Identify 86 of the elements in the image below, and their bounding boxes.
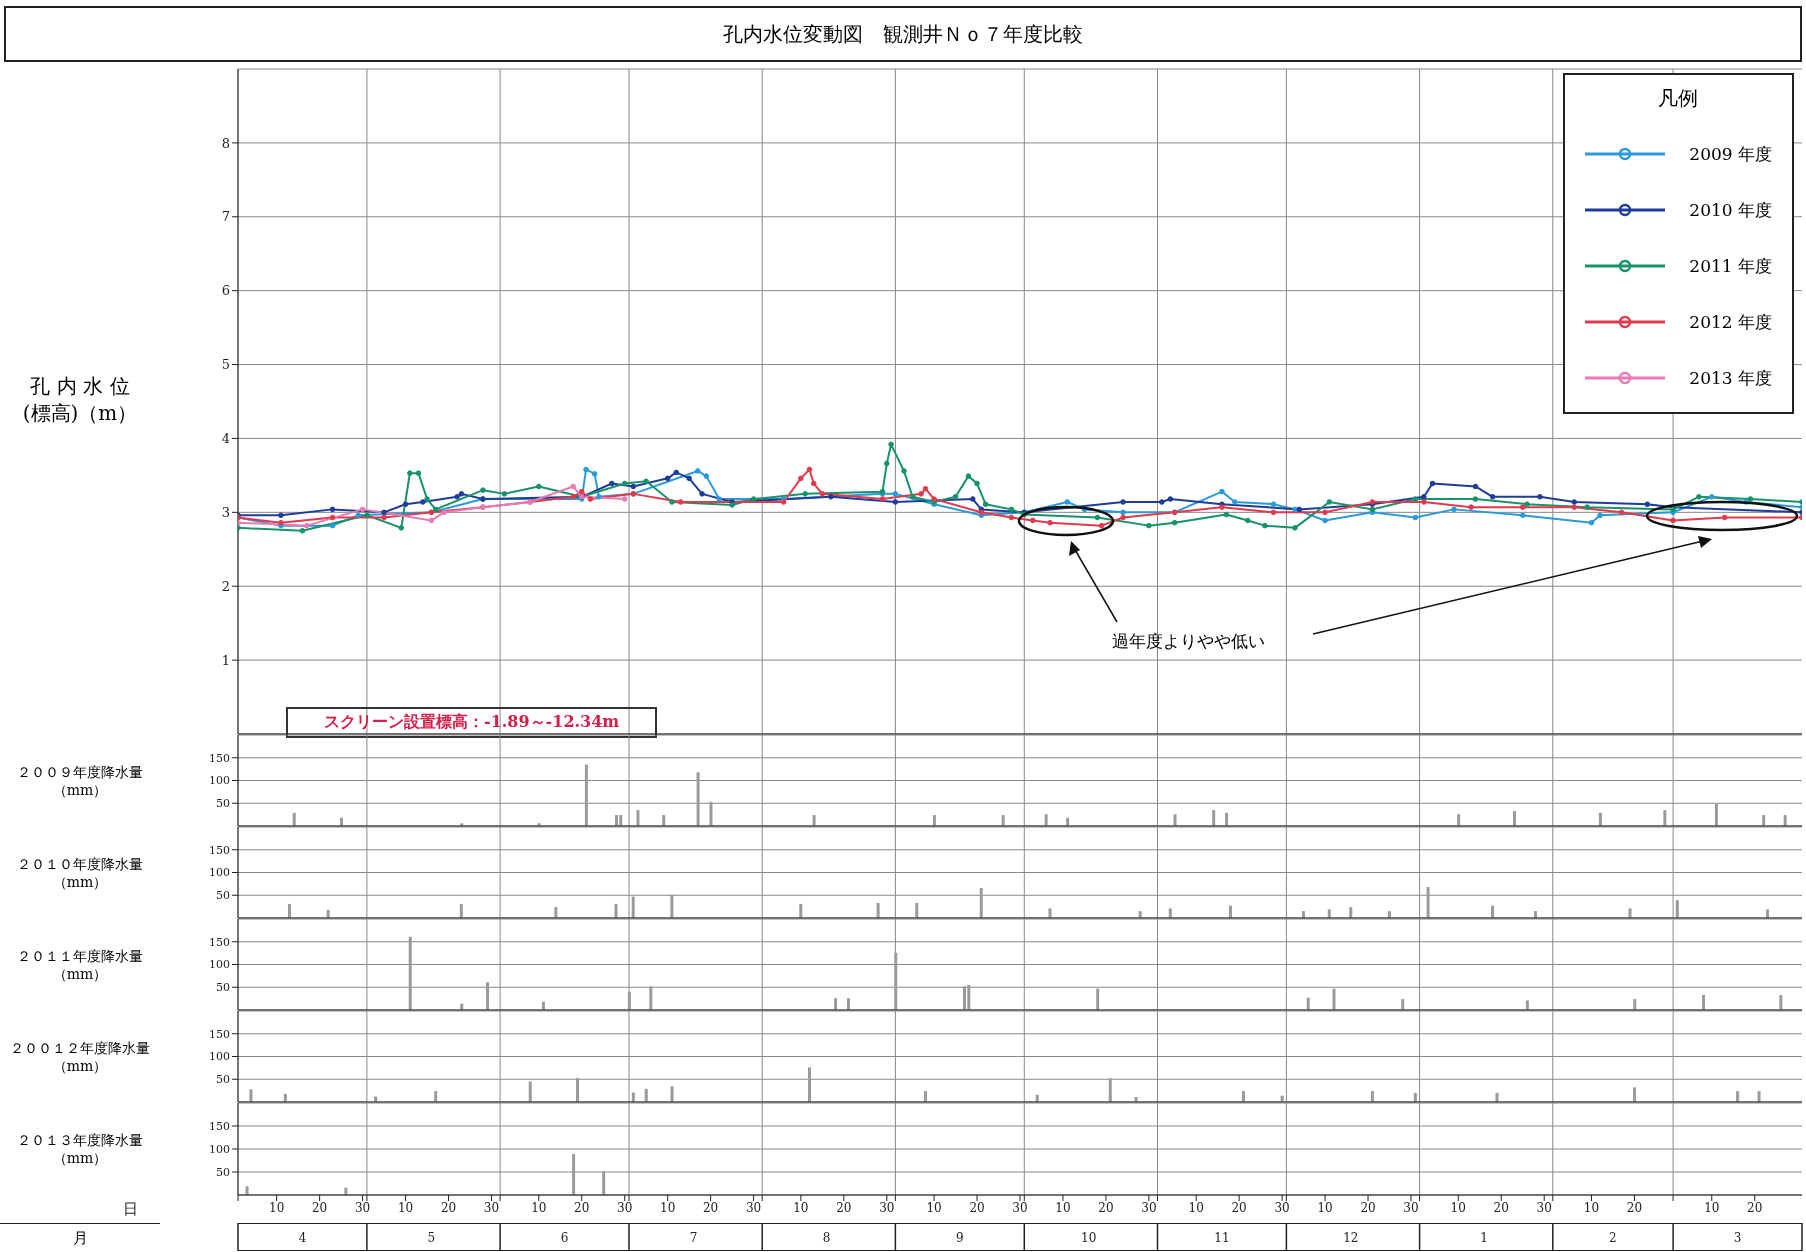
legend-label: 2012 年度 bbox=[1689, 310, 1772, 334]
y-tick-label: 100 bbox=[209, 1050, 230, 1064]
annotation: スクリーン設置標高：-1.89～-12.34m bbox=[286, 707, 658, 738]
x-tick-label: 30 bbox=[617, 1200, 633, 1215]
y-axis-title: ２００９年度降水量（mm） bbox=[16, 763, 144, 799]
x2-tick-label: 6 bbox=[560, 1231, 569, 1245]
x-tick-label: 10 bbox=[926, 1200, 942, 1215]
chart-title: 孔内水位変動図 観測井Ｎｏ７年度比較 bbox=[4, 6, 1802, 62]
x-tick-label: 10 bbox=[269, 1200, 285, 1215]
y-tick-label: 100 bbox=[209, 774, 230, 788]
y-tick-label: 1 bbox=[221, 652, 230, 668]
y-tick-label: 5 bbox=[221, 357, 230, 373]
x2-tick-label: 5 bbox=[427, 1231, 436, 1245]
x-tick-label: 30 bbox=[1141, 1200, 1157, 1215]
y-tick-label: 50 bbox=[216, 981, 230, 995]
y-tick-label: 150 bbox=[209, 843, 230, 857]
x2-axis-title: 月 bbox=[0, 1223, 160, 1252]
x-tick-label: 20 bbox=[969, 1200, 985, 1215]
y-tick-label: 2 bbox=[221, 578, 230, 594]
x-tick-label: 30 bbox=[879, 1200, 895, 1215]
y-tick-label: 8 bbox=[221, 135, 230, 151]
y-tick-label: 100 bbox=[209, 866, 230, 880]
legend-label: 2009 年度 bbox=[1689, 142, 1772, 166]
x-tick-label: 20 bbox=[1747, 1200, 1763, 1215]
x-tick-label: 10 bbox=[1450, 1200, 1466, 1215]
x-tick-label: 10 bbox=[397, 1200, 414, 1215]
legend-title: 凡例 bbox=[1656, 85, 1699, 112]
x-tick-label: 20 bbox=[1626, 1200, 1643, 1215]
x-tick-label: 10 bbox=[531, 1200, 547, 1215]
x-tick-label: 30 bbox=[1403, 1200, 1419, 1215]
y-tick-label: 50 bbox=[216, 889, 230, 903]
x-tick-label: 20 bbox=[1098, 1200, 1114, 1215]
x2-tick-label: 9 bbox=[956, 1231, 964, 1245]
x-tick-label: 20 bbox=[1360, 1200, 1376, 1215]
x-tick-label: 30 bbox=[1012, 1200, 1028, 1215]
x-tick-label: 10 bbox=[793, 1200, 809, 1215]
legend-label: 2011 年度 bbox=[1689, 254, 1772, 278]
x-tick-label: 10 bbox=[1188, 1200, 1204, 1215]
y-tick-label: 50 bbox=[216, 1165, 230, 1179]
x-tick-label: 20 bbox=[703, 1200, 719, 1215]
y-tick-label: 3 bbox=[221, 504, 230, 520]
x-tick-label: 20 bbox=[836, 1200, 852, 1215]
y-axis-title: ２０１０年度降水量（mm） bbox=[16, 855, 144, 891]
x-tick-label: 10 bbox=[1583, 1200, 1600, 1215]
x2-tick-label: 11 bbox=[1214, 1231, 1230, 1245]
x2-tick-label: 7 bbox=[689, 1231, 698, 1245]
x-tick-label: 10 bbox=[660, 1200, 676, 1215]
x-tick-label: 30 bbox=[354, 1200, 371, 1215]
y-axis-title: ２００１２年度降水量（mm） bbox=[9, 1039, 151, 1075]
x-tick-label: 20 bbox=[312, 1200, 328, 1215]
y-tick-label: 7 bbox=[221, 209, 230, 225]
x-axis-title: 日 bbox=[123, 1200, 138, 1219]
x-tick-label: 30 bbox=[1536, 1200, 1552, 1215]
x-tick-label: 10 bbox=[1055, 1200, 1071, 1215]
y-tick-label: 100 bbox=[209, 1142, 230, 1156]
y-tick-label: 100 bbox=[209, 958, 230, 972]
x-tick-label: 30 bbox=[483, 1200, 500, 1215]
x2-tick-label: 10 bbox=[1081, 1231, 1097, 1245]
y-tick-label: 150 bbox=[209, 1119, 230, 1133]
x2-tick-label: 8 bbox=[822, 1231, 831, 1245]
annotation: 過年度よりやや低い bbox=[1112, 630, 1265, 653]
x-tick-label: 30 bbox=[1274, 1200, 1290, 1215]
x2-tick-label: 2 bbox=[1609, 1231, 1617, 1245]
y-tick-label: 150 bbox=[209, 1027, 230, 1041]
y-tick-label: 150 bbox=[209, 935, 230, 949]
x2-tick-label: 1 bbox=[1480, 1231, 1488, 1245]
y-axis-title: ２０１３年度降水量（mm） bbox=[16, 1131, 144, 1167]
x-tick-label: 20 bbox=[574, 1200, 590, 1215]
x-tick-label: 20 bbox=[440, 1200, 457, 1215]
legend-label: 2013 年度 bbox=[1689, 366, 1772, 390]
y-tick-label: 6 bbox=[221, 283, 230, 299]
y-tick-label: 50 bbox=[216, 797, 230, 811]
y-axis-title: ２０１１年度降水量（mm） bbox=[16, 947, 144, 983]
x-tick-label: 10 bbox=[1704, 1200, 1720, 1215]
x2-tick-label: 4 bbox=[298, 1231, 307, 1245]
y-tick-label: 150 bbox=[209, 751, 230, 765]
x2-tick-label: 12 bbox=[1343, 1231, 1359, 1245]
y-tick-label: 50 bbox=[216, 1073, 230, 1087]
y-tick-label: 4 bbox=[221, 431, 230, 447]
legend-label: 2010 年度 bbox=[1689, 198, 1772, 222]
x-tick-label: 20 bbox=[1231, 1200, 1247, 1215]
x-tick-label: 30 bbox=[745, 1200, 762, 1215]
x2-tick-label: 3 bbox=[1733, 1231, 1742, 1245]
x-tick-label: 10 bbox=[1317, 1200, 1333, 1215]
x-tick-label: 20 bbox=[1493, 1200, 1509, 1215]
y-axis-title: 孔 内 水 位 (標高)（m） bbox=[21, 373, 139, 427]
